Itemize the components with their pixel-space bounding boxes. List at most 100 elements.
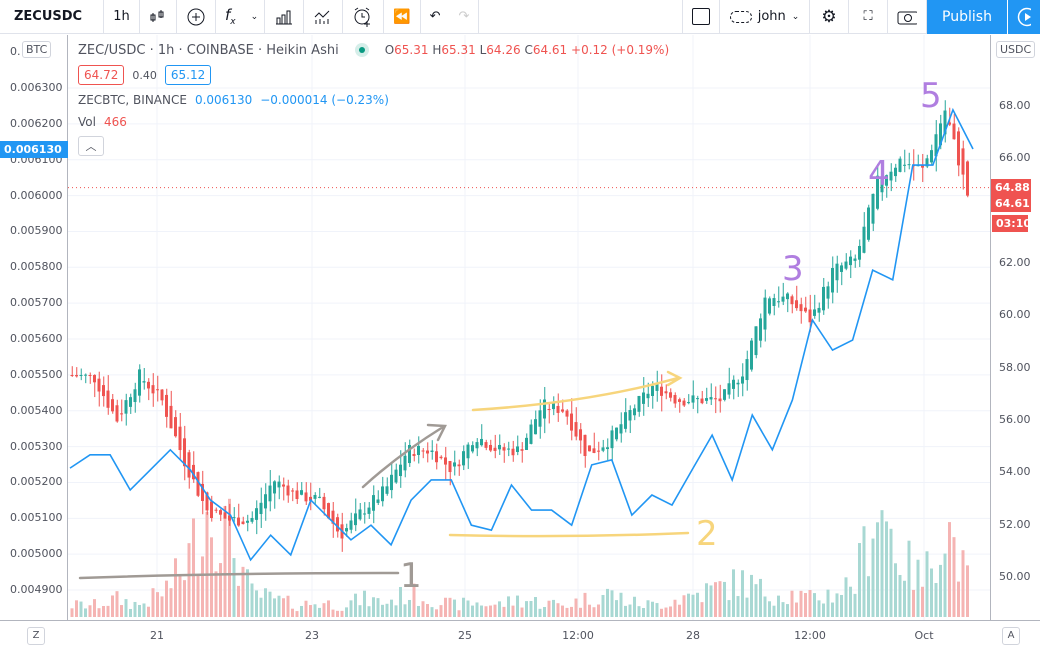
candle — [795, 300, 798, 309]
compare-button[interactable] — [177, 0, 216, 34]
user-menu-button[interactable]: john ⌄ — [720, 0, 810, 34]
candle — [808, 309, 812, 323]
candle — [628, 410, 632, 421]
volume-bar — [709, 585, 713, 617]
time-axis-tick: 12:00 — [794, 629, 826, 642]
volume-legend[interactable]: Vol 466 — [78, 114, 669, 130]
alert-button[interactable] — [343, 0, 385, 34]
publish-button[interactable]: Publish — [927, 0, 1007, 34]
last-price-label: 64.88 — [991, 178, 1031, 196]
volume-bar — [439, 605, 443, 617]
candle — [934, 134, 938, 157]
volume-bar — [718, 581, 722, 617]
candle — [714, 398, 717, 400]
candle — [372, 495, 375, 511]
candle — [183, 438, 186, 467]
candle — [462, 451, 465, 466]
settings-button[interactable]: ⚙ — [810, 0, 849, 34]
volume-bar — [912, 589, 915, 617]
volume-bar — [556, 603, 560, 617]
volume-bar — [880, 510, 884, 617]
volume-bar — [196, 575, 200, 617]
support-line-drawing[interactable] — [78, 571, 400, 580]
left-axis-tick: 0.005600 — [10, 332, 63, 346]
symbol-search-button[interactable]: ZECUSDC — [0, 0, 104, 34]
annotation-number[interactable]: 1 — [400, 556, 422, 596]
buy-price-button[interactable]: 65.12 — [164, 65, 212, 85]
chart-style-button[interactable] — [140, 0, 177, 34]
undo-button[interactable]: ↶ — [421, 0, 450, 34]
time-axis-tick: 23 — [305, 629, 319, 642]
collapse-legend-button[interactable]: ︿ — [78, 136, 104, 156]
layout-button[interactable] — [682, 0, 720, 34]
candle — [120, 413, 123, 415]
snapshot-button[interactable] — [888, 0, 927, 34]
indicators-dropdown[interactable]: ⌄ — [245, 0, 266, 34]
volume-bar — [538, 608, 542, 617]
right-axis-tick: 58.00 — [999, 360, 1031, 374]
volume-bar — [822, 603, 825, 617]
candles — [70, 100, 969, 552]
candle — [358, 509, 362, 520]
time-axis[interactable]: Z A 21 23 25 12:00 28 12:00 Oct — [0, 620, 1040, 653]
volume-bar — [664, 607, 668, 617]
candle — [844, 261, 848, 269]
interval-button[interactable]: 1h — [104, 0, 140, 34]
candle — [156, 389, 159, 391]
auto-scale-button[interactable]: A — [1002, 627, 1020, 645]
annotation-number[interactable]: 4 — [868, 154, 890, 194]
auto-scale-left-button[interactable]: Z — [27, 627, 45, 645]
volume-bar — [205, 511, 209, 617]
left-axis-tick: 0.005700 — [10, 296, 63, 310]
chart-pane[interactable]: 1 2 3 45 — [68, 35, 990, 620]
volume-bar — [133, 601, 137, 617]
volume-bar — [444, 597, 447, 617]
candle — [453, 462, 456, 467]
sell-price-button[interactable]: 64.72 — [78, 65, 125, 85]
candle — [655, 382, 659, 391]
volume-bar — [381, 604, 384, 617]
volume-bar — [939, 564, 942, 617]
financials-button[interactable] — [304, 0, 344, 34]
redo-icon: ↷ — [458, 9, 470, 24]
volume-bar — [790, 590, 794, 617]
volume-bar — [255, 590, 258, 617]
candle — [682, 400, 686, 406]
left-price-axis[interactable]: 0.006300 0.006200 0.006100 0.006000 0.005900… — [0, 35, 68, 620]
annotation-number[interactable]: 2 — [696, 514, 718, 554]
right-price-axis[interactable]: 68.00 66.00 62.00 60.00 58.00 56.00 54.00 52.00… — [990, 35, 1040, 620]
volume-bar — [120, 605, 123, 617]
candle — [79, 374, 83, 376]
fullscreen-button[interactable]: ⛶ — [849, 0, 888, 34]
volume-bar — [682, 595, 686, 617]
volume-bar — [907, 540, 911, 617]
candle — [718, 398, 722, 402]
volume-bar — [331, 609, 335, 617]
time-axis-tick: 28 — [686, 629, 700, 642]
volume-bar — [763, 596, 767, 617]
candle — [759, 318, 762, 341]
annotation-number[interactable]: 3 — [782, 249, 804, 289]
candle — [925, 158, 929, 167]
compare-legend[interactable]: ZECBTC, BINANCE 0.006130 −0.000014 (−0.23%… — [78, 92, 669, 108]
annotation-number[interactable]: 5 — [920, 76, 942, 116]
volume-bar — [646, 600, 650, 617]
candle — [178, 426, 182, 451]
volume-bar — [660, 608, 663, 617]
redo-button[interactable]: ↷ — [450, 0, 480, 34]
candle — [336, 517, 339, 532]
candle — [385, 486, 389, 494]
arrow-yellow-drawing[interactable] — [471, 370, 683, 412]
volume-bar — [552, 599, 555, 617]
line-yellow-drawing[interactable] — [448, 531, 690, 538]
replay-button[interactable]: ⏪ — [384, 0, 421, 34]
indicators-button[interactable]: fx — [216, 0, 245, 34]
candle — [921, 165, 924, 168]
arrow-drawing[interactable] — [361, 423, 447, 489]
zecbtc-compare-line — [69, 107, 974, 562]
templates-button[interactable] — [265, 0, 305, 34]
volume-bar — [187, 543, 191, 617]
left-axis-tick: 0.005200 — [10, 475, 63, 489]
volume-bar — [610, 590, 614, 617]
play-button[interactable] — [1007, 0, 1040, 34]
